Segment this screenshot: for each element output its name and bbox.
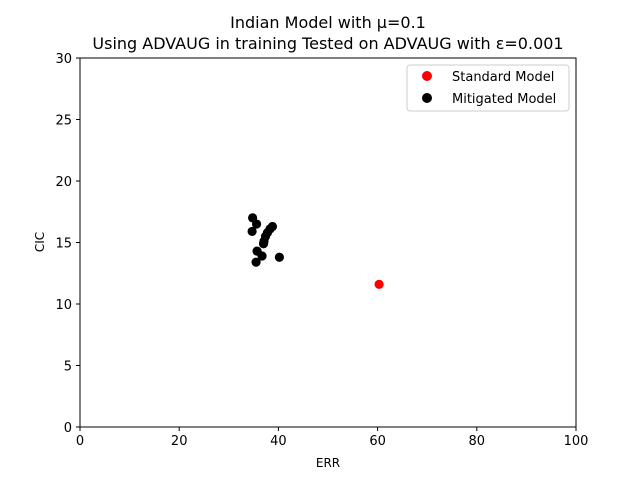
data-point-mitigated-model: [274, 252, 284, 262]
legend-marker-mitigated-model: [422, 93, 432, 103]
data-point-mitigated-model: [258, 239, 269, 249]
data-point-mitigated-model: [251, 219, 262, 229]
y-tick-label: 15: [55, 237, 72, 252]
x-axis-label: ERR: [316, 456, 340, 470]
y-axis-label: CIC: [33, 232, 47, 252]
data-point-mitigated-model: [251, 257, 261, 267]
data-points: [247, 213, 384, 289]
legend-marker-standard-model: [422, 71, 432, 81]
data-point-standard-model: [374, 279, 384, 289]
legend: Standard Model Mitigated Model: [406, 64, 570, 112]
y-tick-label: 25: [55, 114, 72, 129]
plot-area: [80, 58, 576, 427]
legend-label-mitigated-model: Mitigated Model: [452, 92, 556, 107]
y-tick-label: 30: [55, 52, 72, 67]
chart-title-line1: Indian Model with μ=0.1: [230, 13, 426, 32]
x-tick-label: 100: [564, 434, 589, 449]
axis-ticks: 0 20 40 60 80 100 0 5 10 15 20 25 30: [55, 52, 588, 449]
legend-box: [406, 64, 570, 112]
x-tick-label: 40: [270, 434, 287, 449]
y-tick-label: 20: [55, 175, 72, 190]
chart-title-line2: Using ADVAUG in training Tested on ADVAU…: [92, 34, 563, 53]
x-tick-label: 0: [76, 434, 84, 449]
x-tick-label: 80: [469, 434, 486, 449]
y-tick-label: 0: [64, 421, 72, 436]
data-point-mitigated-model: [247, 226, 257, 237]
plot-frame: [79, 57, 577, 428]
data-point-mitigated-model: [257, 251, 267, 261]
y-tick-label: 5: [64, 360, 72, 375]
y-tick-label: 10: [55, 298, 72, 313]
x-tick-label: 20: [171, 434, 188, 449]
legend-label-standard-model: Standard Model: [452, 70, 554, 85]
x-tick-label: 60: [369, 434, 386, 449]
